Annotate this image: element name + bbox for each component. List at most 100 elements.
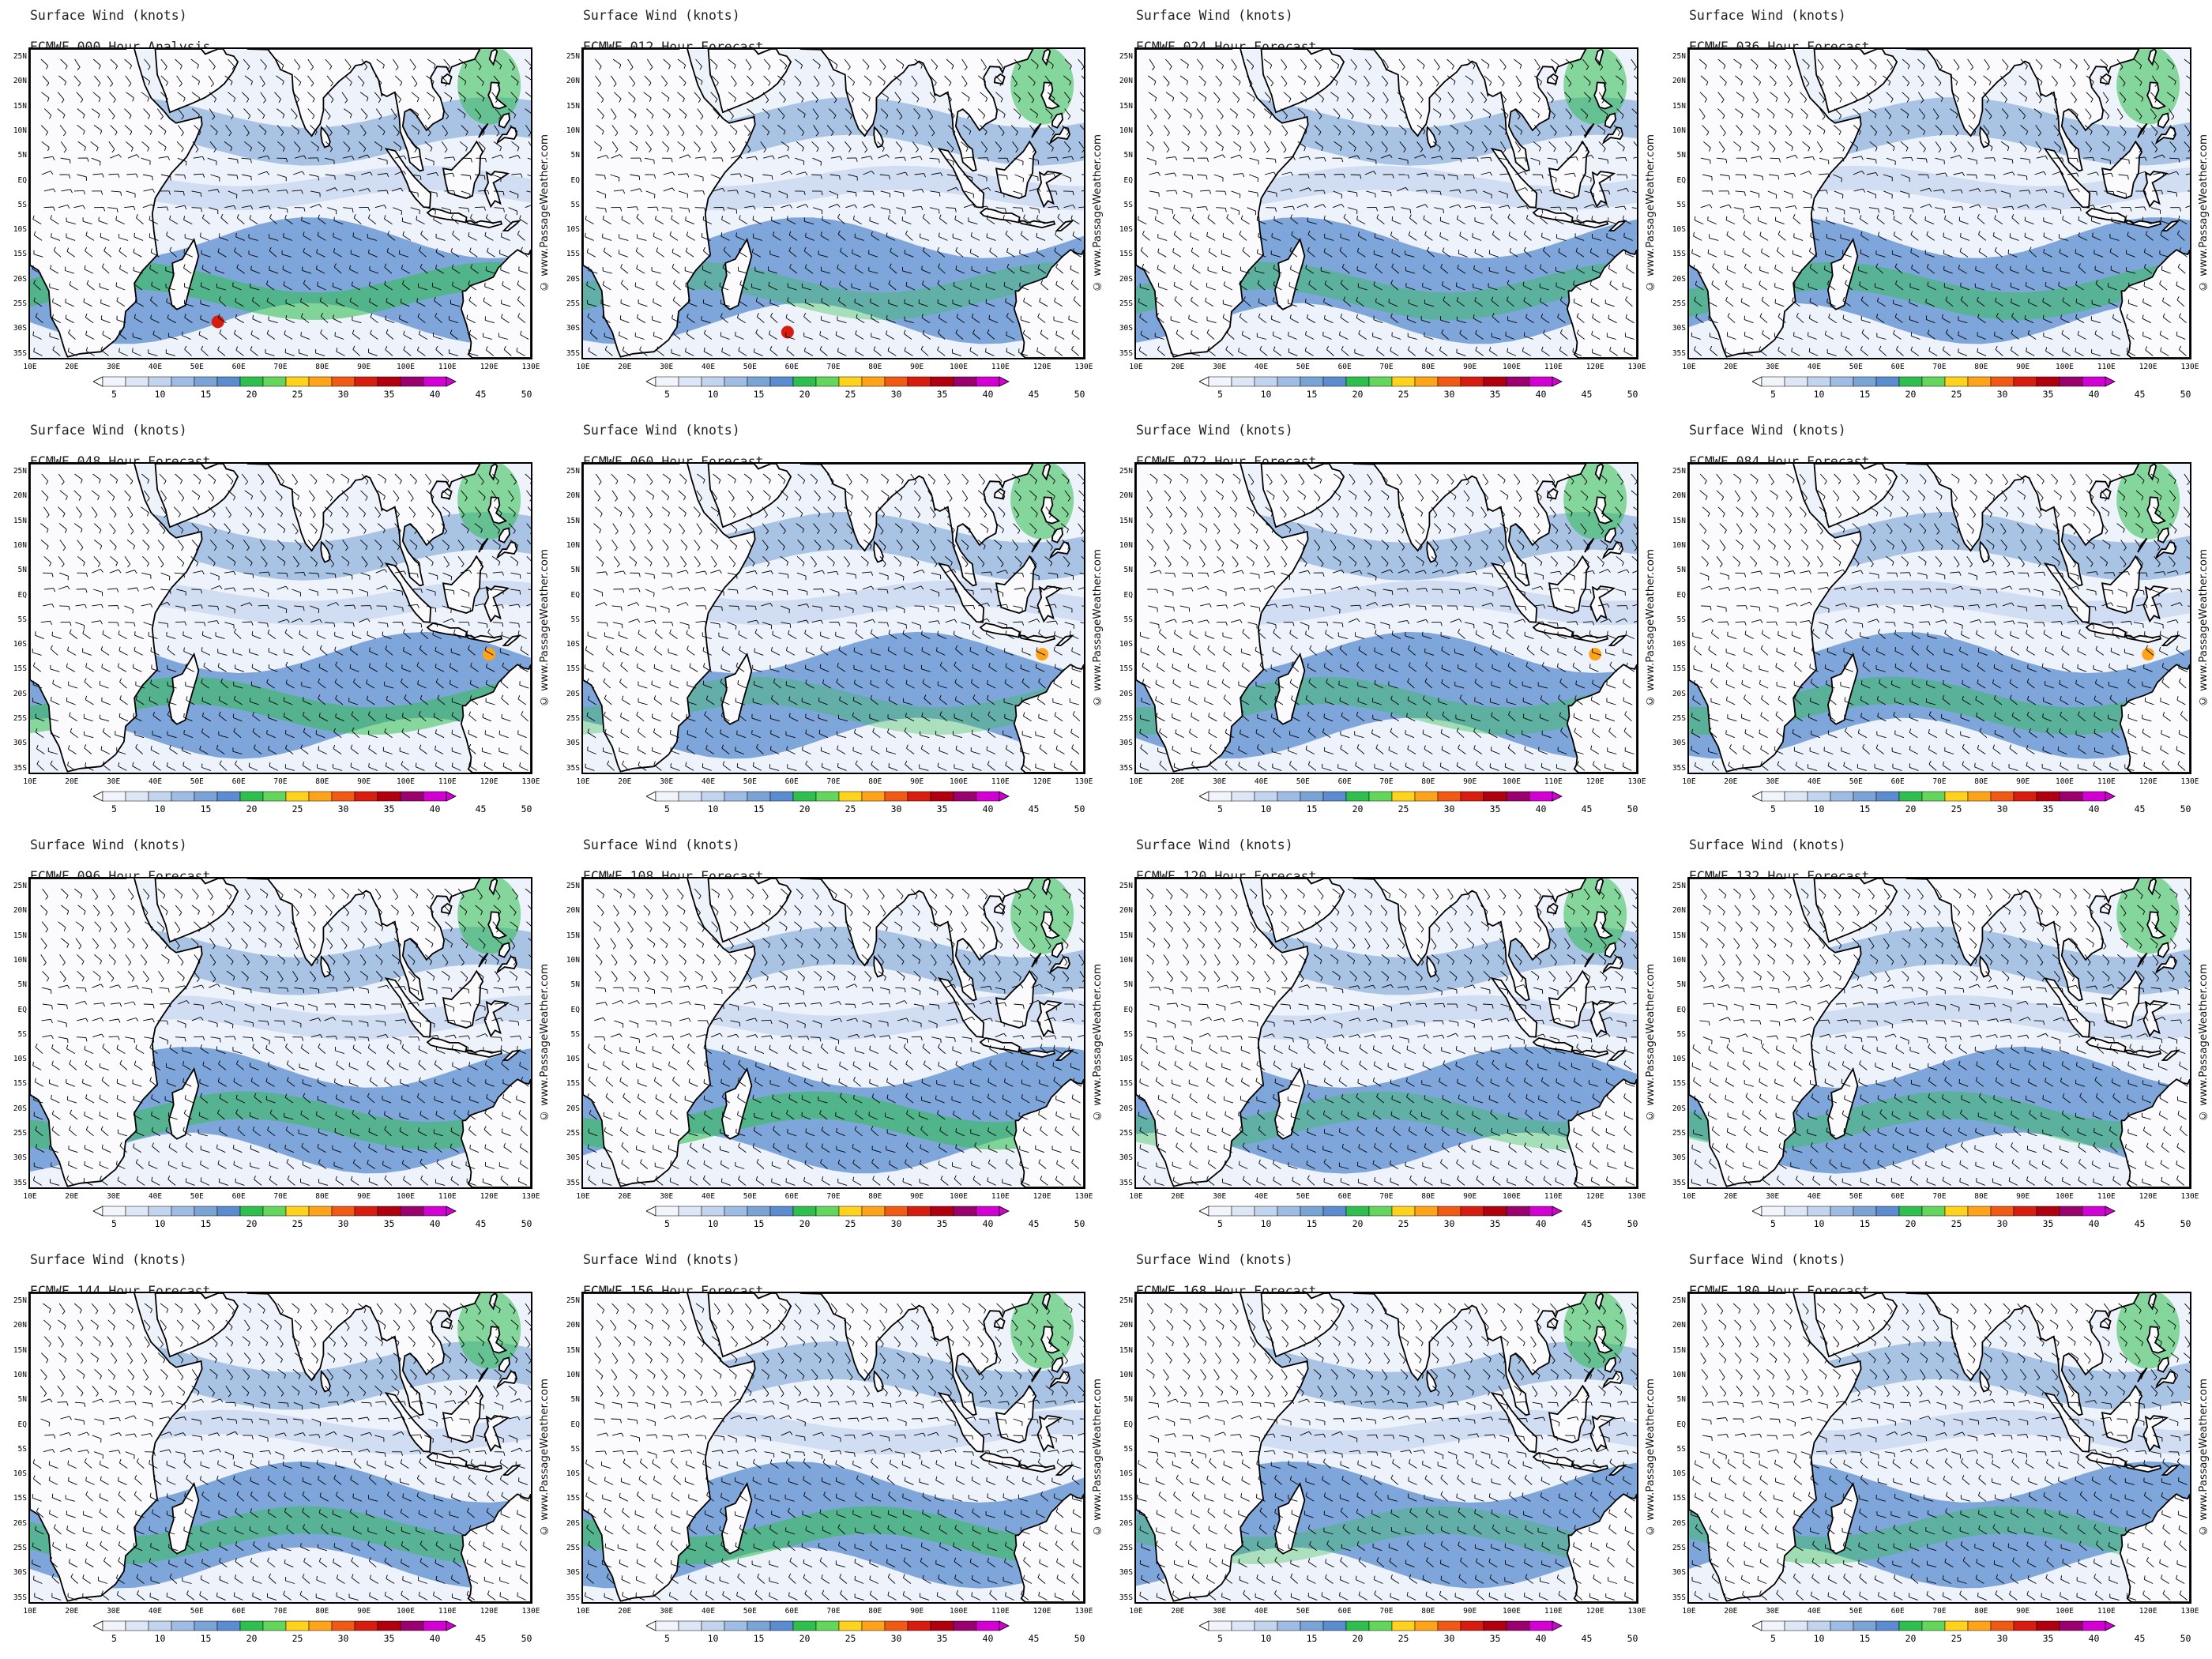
wind-barb bbox=[58, 75, 66, 82]
wind-barb-flag bbox=[468, 280, 471, 285]
wind-barb bbox=[739, 284, 748, 291]
wind-barb bbox=[1324, 284, 1334, 291]
wind-barb bbox=[90, 141, 99, 148]
wind-barb-flag bbox=[1695, 280, 1697, 285]
wind-barb bbox=[209, 108, 216, 117]
wind-barb-flag bbox=[1033, 132, 1036, 137]
wind-barb bbox=[727, 207, 737, 210]
colorbar-tick-label: 10 bbox=[707, 389, 719, 400]
wind-barb bbox=[1892, 254, 1902, 258]
wind-barb bbox=[1507, 217, 1516, 224]
wind-barb bbox=[115, 220, 125, 225]
wind-barb-flag bbox=[1975, 175, 1977, 179]
wind-barb bbox=[1601, 174, 1611, 178]
wind-barb-flag bbox=[890, 247, 892, 252]
wind-barb bbox=[1346, 108, 1354, 116]
landmass bbox=[460, 249, 531, 358]
wind-barb bbox=[820, 235, 830, 241]
wind-barb-flag bbox=[2110, 265, 2112, 270]
wind-barb-flag bbox=[1487, 64, 1490, 69]
wind-barb bbox=[384, 218, 393, 224]
wind-barb bbox=[411, 174, 421, 177]
wind-barb bbox=[1609, 284, 1618, 291]
wind-barb-flag bbox=[330, 82, 333, 87]
wind-barb bbox=[1290, 217, 1299, 224]
wind-barb bbox=[880, 108, 889, 116]
landmass bbox=[1979, 126, 1990, 149]
colorbar-svg bbox=[1199, 376, 1563, 387]
wind-barb-flag bbox=[1018, 66, 1021, 70]
longitude-label: 90E bbox=[357, 363, 371, 371]
wind-barb bbox=[73, 205, 84, 209]
wind-barb bbox=[871, 235, 880, 241]
wind-barb bbox=[143, 108, 151, 116]
latitude-label: 25N bbox=[1672, 52, 1686, 61]
wind-barb bbox=[1631, 207, 1637, 209]
wind-barb bbox=[234, 250, 243, 258]
colorbar-segment bbox=[1761, 376, 1785, 387]
wind-barb bbox=[1868, 207, 1879, 209]
wind-barb-flag bbox=[1779, 207, 1781, 213]
wind-barb bbox=[1584, 204, 1593, 209]
wind-barb bbox=[1597, 204, 1607, 209]
wind-barb-flag bbox=[1474, 249, 1477, 254]
wind-barb bbox=[1691, 252, 1701, 258]
wind-barb bbox=[1142, 234, 1150, 241]
wind-barb-flag bbox=[1606, 204, 1609, 209]
wind-barb bbox=[1576, 218, 1585, 224]
wind-barb bbox=[1409, 235, 1417, 241]
wind-barb-flag bbox=[800, 65, 803, 70]
wind-barb-flag bbox=[969, 347, 972, 352]
wind-barb bbox=[723, 250, 732, 258]
wind-barb bbox=[166, 352, 176, 356]
colorbar-tick-label: 15 bbox=[200, 389, 212, 400]
wind-barb bbox=[1356, 269, 1367, 274]
wind-barb bbox=[434, 316, 442, 324]
colorbar-segment bbox=[655, 376, 679, 387]
wind-barb bbox=[285, 318, 295, 324]
wind-barb bbox=[1155, 336, 1164, 340]
wind-barb-flag bbox=[698, 99, 702, 103]
wind-barb-flag bbox=[735, 232, 737, 237]
wind-barb-flag bbox=[1875, 147, 1878, 152]
wind-barb-flag bbox=[1288, 331, 1289, 336]
longitude-label: 60E bbox=[784, 363, 799, 371]
wind-barb bbox=[1809, 301, 1819, 307]
wind-barb-flag bbox=[1945, 329, 1948, 333]
wind-barb-flag bbox=[1303, 115, 1306, 119]
wind-barb-flag bbox=[1420, 99, 1424, 103]
wind-barb bbox=[1766, 108, 1775, 115]
wind-barb-flag bbox=[1340, 280, 1343, 284]
wind-barb-flag bbox=[382, 131, 386, 136]
wind-barb bbox=[746, 156, 756, 159]
wind-barb-flag bbox=[427, 115, 431, 120]
colorbar-segment bbox=[815, 376, 840, 387]
wind-barb-flag bbox=[986, 205, 989, 210]
wind-barb-flag bbox=[722, 207, 725, 212]
wind-barb bbox=[768, 269, 778, 274]
wind-barb-flag bbox=[1357, 155, 1360, 160]
wind-barb-flag bbox=[1253, 97, 1255, 102]
wind-barb bbox=[370, 333, 378, 340]
wind-barb bbox=[1029, 141, 1036, 150]
wind-barb bbox=[250, 287, 260, 291]
wind-barb-flag bbox=[967, 115, 970, 119]
wind-barb bbox=[1850, 141, 1858, 149]
wind-barb-flag bbox=[685, 348, 687, 352]
wind-barb-flag bbox=[1288, 348, 1290, 352]
wind-barb-flag bbox=[1019, 282, 1021, 287]
wind-barb-flag bbox=[1439, 191, 1442, 196]
wind-barb-flag bbox=[120, 191, 122, 196]
wind-barb-flag bbox=[1036, 215, 1039, 220]
wind-barb bbox=[1984, 157, 1995, 159]
wind-barb bbox=[837, 234, 846, 241]
wind-barb-flag bbox=[1941, 314, 1943, 318]
colorbar-right-arrow bbox=[446, 376, 457, 387]
wind-barb-flag bbox=[1307, 156, 1311, 160]
wind-barb-flag bbox=[330, 99, 334, 103]
wind-barb bbox=[303, 251, 312, 258]
wind-barb bbox=[1149, 171, 1159, 175]
wind-barb-flag bbox=[501, 314, 503, 318]
wind-barb bbox=[1694, 349, 1702, 356]
wind-barb-flag bbox=[1071, 156, 1074, 160]
